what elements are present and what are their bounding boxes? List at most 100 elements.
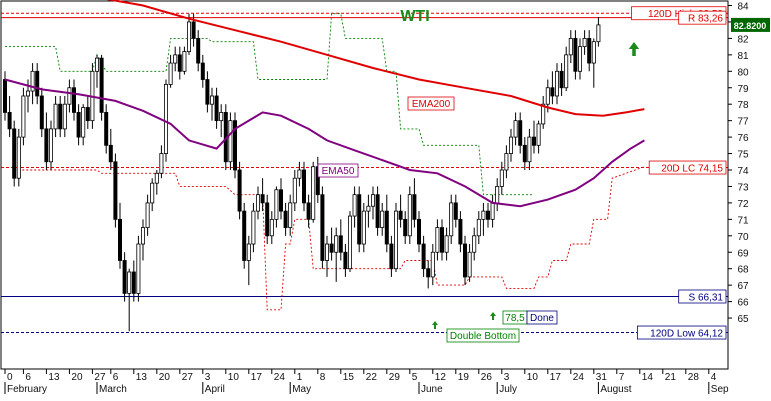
candle[interactable] (398, 194, 403, 228)
candle[interactable] (416, 211, 421, 253)
candle[interactable] (122, 252, 127, 302)
candle[interactable] (453, 194, 458, 228)
candle[interactable] (591, 38, 596, 88)
candle[interactable] (578, 38, 583, 80)
candle[interactable] (485, 202, 490, 228)
candle[interactable] (555, 63, 560, 105)
candle[interactable] (439, 219, 444, 261)
candle[interactable] (246, 235, 251, 286)
candle[interactable] (407, 186, 412, 245)
candle[interactable] (127, 268, 132, 332)
candle[interactable] (278, 178, 283, 220)
candle[interactable] (320, 186, 325, 269)
candle[interactable] (559, 63, 564, 96)
candle[interactable] (219, 104, 224, 138)
candle[interactable] (573, 30, 578, 80)
candle[interactable] (550, 71, 555, 105)
candle[interactable] (472, 227, 477, 261)
candle[interactable] (297, 161, 302, 187)
candle[interactable] (49, 120, 54, 170)
candle[interactable] (21, 87, 26, 146)
candle[interactable] (508, 128, 513, 162)
candle[interactable] (182, 46, 187, 75)
candle[interactable] (467, 244, 472, 282)
candle[interactable] (113, 153, 118, 228)
candle[interactable] (76, 104, 81, 146)
candle[interactable] (311, 161, 316, 223)
candle[interactable] (582, 30, 587, 55)
candle[interactable] (209, 87, 214, 121)
candle[interactable] (108, 128, 113, 170)
candle[interactable] (154, 170, 159, 195)
candle[interactable] (449, 194, 454, 245)
candle[interactable] (421, 235, 426, 277)
candle[interactable] (81, 104, 86, 146)
candle[interactable] (237, 161, 242, 220)
candle[interactable] (564, 46, 569, 92)
candle[interactable] (173, 46, 178, 72)
candle[interactable] (136, 235, 141, 302)
candle[interactable] (301, 161, 306, 212)
candle[interactable] (72, 79, 77, 121)
candle[interactable] (269, 211, 274, 245)
candle[interactable] (196, 30, 201, 72)
candle[interactable] (403, 211, 408, 245)
candle[interactable] (444, 227, 449, 261)
candle[interactable] (329, 227, 334, 261)
candle[interactable] (39, 87, 44, 138)
candle[interactable] (504, 145, 509, 179)
candle[interactable] (338, 219, 343, 261)
candle[interactable] (384, 194, 389, 253)
candle[interactable] (214, 87, 219, 129)
candle[interactable] (186, 13, 191, 55)
candle[interactable] (458, 211, 463, 253)
candle[interactable] (306, 194, 311, 228)
candle[interactable] (499, 161, 504, 195)
candle[interactable] (255, 186, 260, 220)
candle[interactable] (522, 137, 527, 170)
candle[interactable] (587, 30, 592, 72)
candle[interactable] (288, 194, 293, 236)
candle[interactable] (53, 95, 58, 138)
candle[interactable] (274, 186, 279, 228)
candle[interactable] (35, 63, 40, 105)
candle[interactable] (168, 54, 173, 88)
candle[interactable] (118, 202, 123, 269)
candle[interactable] (357, 186, 362, 253)
candle[interactable] (99, 54, 104, 121)
candle[interactable] (568, 30, 573, 64)
candle[interactable] (251, 202, 256, 253)
candle[interactable] (150, 178, 155, 212)
candle[interactable] (200, 54, 205, 88)
candle[interactable] (159, 145, 164, 179)
candle[interactable] (242, 202, 247, 269)
candle[interactable] (7, 95, 12, 138)
candle[interactable] (67, 79, 72, 113)
candle[interactable] (228, 112, 233, 170)
candle[interactable] (30, 63, 35, 105)
candle[interactable] (347, 211, 352, 272)
candle[interactable] (62, 95, 67, 138)
candle[interactable] (361, 202, 366, 253)
candle[interactable] (541, 95, 546, 129)
candle[interactable] (412, 178, 417, 228)
candle[interactable] (232, 112, 237, 179)
candle[interactable] (366, 194, 371, 228)
candle[interactable] (85, 95, 90, 129)
candle[interactable] (476, 211, 481, 245)
candle[interactable] (140, 219, 145, 261)
candle[interactable] (145, 194, 150, 236)
candle[interactable] (131, 260, 136, 302)
candle[interactable] (12, 120, 17, 187)
candle[interactable] (324, 235, 329, 277)
candle[interactable] (536, 120, 541, 154)
candle[interactable] (260, 178, 265, 212)
candle[interactable] (44, 112, 49, 170)
candle[interactable] (596, 17, 601, 47)
candle[interactable] (375, 186, 380, 236)
candle[interactable] (95, 54, 100, 88)
candle[interactable] (380, 202, 385, 236)
candle[interactable] (104, 104, 109, 154)
candle[interactable] (205, 71, 210, 113)
candle[interactable] (393, 202, 398, 272)
